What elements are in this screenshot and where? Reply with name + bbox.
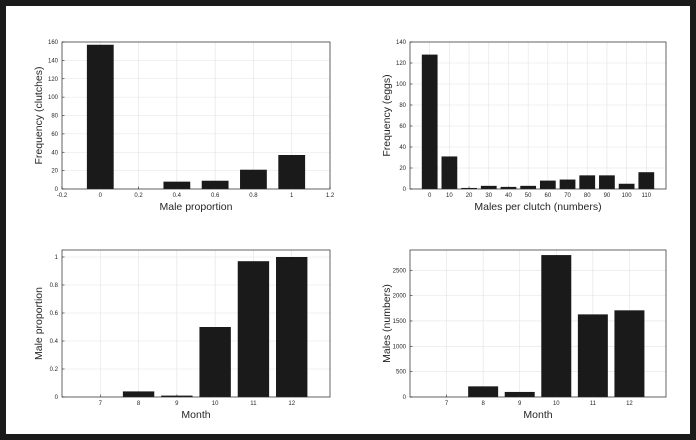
- x-axis-label: Month: [181, 409, 210, 421]
- bar: [618, 183, 635, 189]
- x-tick-label: 7: [99, 401, 103, 407]
- y-tick-label: 100: [48, 95, 59, 101]
- y-tick-label: 100: [396, 82, 407, 88]
- bar: [441, 156, 458, 189]
- y-tick-label: 0.4: [50, 339, 59, 345]
- x-axis-label: Male proportion: [160, 201, 233, 213]
- bar: [559, 179, 576, 189]
- y-tick-label: 120: [48, 77, 59, 83]
- bar: [539, 180, 556, 189]
- x-tick-label: 8: [481, 401, 485, 407]
- bar: [122, 391, 155, 397]
- y-axis-label: Frequency (eggs): [381, 74, 393, 156]
- x-tick-label: 12: [626, 401, 633, 407]
- x-tick-label: 1.2: [326, 193, 335, 199]
- x-tick-label: 11: [250, 401, 257, 407]
- y-tick-label: 1: [55, 255, 59, 261]
- y-tick-label: 80: [399, 103, 406, 109]
- x-tick-label: 0: [99, 193, 103, 199]
- bar: [86, 44, 114, 189]
- y-tick-label: 80: [51, 114, 58, 120]
- x-tick-label: 12: [288, 401, 295, 407]
- y-tick-label: 2000: [393, 294, 407, 300]
- y-tick-label: 0: [55, 187, 59, 193]
- bar: [541, 255, 572, 397]
- bar: [278, 155, 306, 189]
- y-tick-label: 1500: [393, 319, 407, 325]
- bar: [614, 310, 645, 397]
- y-tick-label: 0.2: [50, 367, 59, 373]
- x-tick-label: -0.2: [57, 193, 68, 199]
- y-tick-label: 0: [403, 395, 407, 401]
- bar: [276, 257, 308, 397]
- x-tick-label: 60: [545, 193, 552, 199]
- y-tick-label: 120: [396, 61, 407, 67]
- y-tick-label: 0: [55, 395, 59, 401]
- bar: [201, 180, 229, 189]
- x-tick-label: 80: [584, 193, 591, 199]
- y-tick-label: 0: [403, 187, 407, 193]
- y-tick-label: 20: [399, 166, 406, 172]
- x-tick-label: 70: [564, 193, 571, 199]
- chart-panel-1: -0.2 0 0.2 0.4 0.6 0.8 1 1.20204060801001201401…: [33, 40, 335, 213]
- x-tick-label: 8: [137, 401, 141, 407]
- axes-box: [409, 41, 667, 190]
- bar: [638, 172, 655, 189]
- y-tick-label: 140: [48, 58, 59, 64]
- x-tick-label: 10: [212, 401, 219, 407]
- x-tick-label: 20: [466, 193, 473, 199]
- x-axis-label: Males per clutch (numbers): [474, 201, 601, 213]
- chart-panel-2: 0 10 20 30 40 50 60 70 80 90 100 110 0 20 40 60 80 100 120…: [381, 40, 667, 213]
- bar: [237, 261, 270, 397]
- x-tick-label: 0.2: [134, 193, 143, 199]
- x-tick-label: 9: [518, 401, 522, 407]
- y-tick-label: 1000: [393, 344, 407, 350]
- x-tick-label: 9: [175, 401, 179, 407]
- x-axis-label: Month: [523, 409, 552, 421]
- axes-box: [409, 249, 667, 398]
- x-tick-label: 90: [604, 193, 611, 199]
- x-tick-label: 40: [505, 193, 512, 199]
- x-tick-label: 30: [485, 193, 492, 199]
- bar: [468, 386, 499, 397]
- bar: [199, 327, 231, 397]
- y-axis-label: Males (numbers): [381, 284, 393, 363]
- bar: [577, 314, 608, 397]
- bar: [599, 175, 615, 189]
- y-tick-label: 500: [396, 370, 407, 376]
- bar: [579, 175, 596, 189]
- y-tick-label: 0.8: [50, 283, 59, 289]
- x-tick-label: 1: [290, 193, 294, 199]
- x-tick-label: 10: [446, 193, 453, 199]
- x-tick-label: 0.6: [211, 193, 220, 199]
- y-tick-label: 60: [399, 124, 406, 130]
- x-tick-label: 50: [525, 193, 532, 199]
- y-tick-label: 20: [51, 169, 58, 175]
- y-tick-label: 160: [48, 40, 59, 46]
- y-tick-label: 2500: [393, 268, 407, 274]
- chart-panel-3: 7 8 9 10 11 12 0 0.2 0.4 0.6 0.8 1 Month Male proport…: [33, 249, 331, 421]
- bar: [504, 391, 535, 397]
- x-tick-label: 10: [553, 401, 560, 407]
- bar: [163, 181, 191, 189]
- x-tick-label: 0.4: [173, 193, 182, 199]
- y-tick-label: 40: [399, 145, 406, 151]
- x-tick-label: 0.8: [249, 193, 258, 199]
- x-tick-label: 110: [642, 193, 652, 199]
- bar: [240, 169, 267, 189]
- y-axis-label: Male proportion: [33, 287, 45, 360]
- axes-box: [61, 249, 331, 398]
- x-tick-label: 11: [590, 401, 597, 407]
- x-tick-label: 7: [445, 401, 449, 407]
- y-tick-label: 40: [51, 150, 58, 156]
- y-axis-label: Frequency (clutches): [33, 66, 45, 164]
- x-tick-label: 100: [622, 193, 633, 199]
- y-tick-label: 140: [396, 40, 407, 46]
- y-tick-label: 0.6: [50, 311, 59, 317]
- bar: [421, 54, 438, 189]
- chart-panel-4: 7 8 9 10 11 12 0 500 1000 1500 2000 2500 Month Males …: [381, 249, 667, 421]
- x-tick-label: 0: [428, 193, 432, 199]
- y-tick-label: 60: [51, 132, 58, 138]
